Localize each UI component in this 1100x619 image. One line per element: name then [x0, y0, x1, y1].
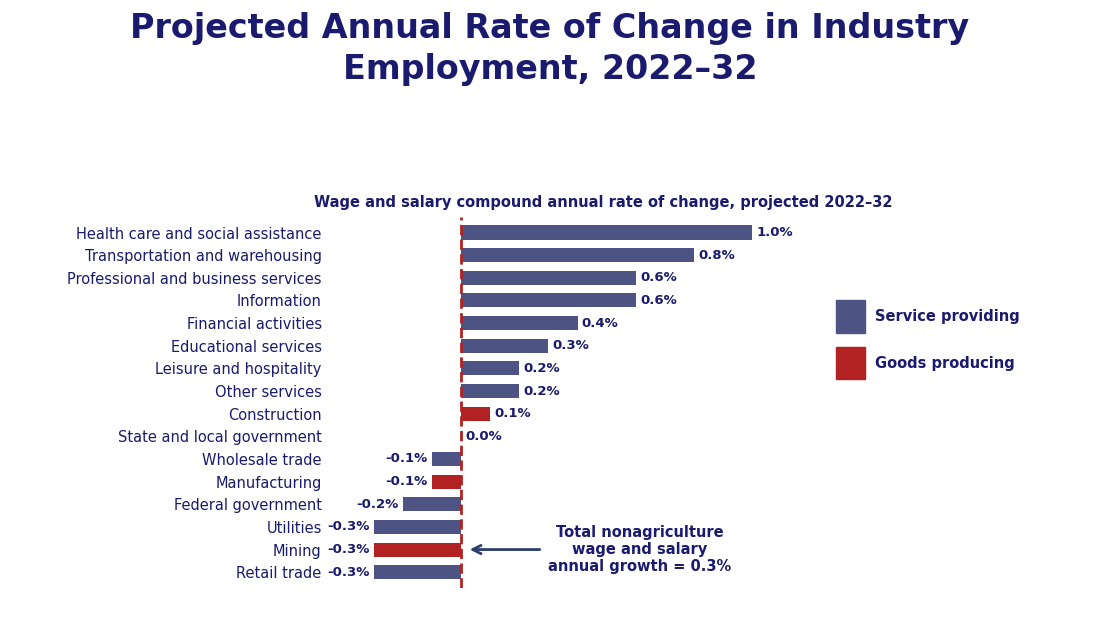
Bar [374, 542, 461, 556]
Text: -0.1%: -0.1% [385, 452, 428, 465]
Text: 0.0%: 0.0% [465, 430, 502, 443]
Bar [461, 316, 578, 330]
Bar [374, 565, 461, 579]
Bar [461, 339, 549, 353]
Text: -0.3%: -0.3% [327, 543, 370, 556]
Text: Goods producing: Goods producing [874, 356, 1014, 371]
Text: -0.1%: -0.1% [385, 475, 428, 488]
Bar [374, 520, 461, 534]
Text: 0.8%: 0.8% [698, 249, 735, 262]
Bar [461, 407, 491, 421]
Bar [836, 347, 865, 379]
Text: 0.1%: 0.1% [495, 407, 531, 420]
Bar [836, 300, 865, 332]
Text: -0.2%: -0.2% [356, 498, 398, 511]
Bar [432, 452, 461, 466]
Text: Total nonagriculture
wage and salary
annual growth = 0.3%: Total nonagriculture wage and salary ann… [549, 525, 732, 574]
Bar [461, 225, 752, 240]
Bar [403, 497, 461, 511]
Text: -0.3%: -0.3% [327, 566, 370, 579]
Bar [461, 361, 519, 375]
Bar [432, 475, 461, 488]
Bar [461, 293, 636, 308]
Bar [461, 384, 519, 398]
Text: Projected Annual Rate of Change in Industry
Employment, 2022–32: Projected Annual Rate of Change in Indus… [131, 12, 969, 86]
Bar [461, 271, 636, 285]
Text: 0.3%: 0.3% [552, 339, 590, 352]
Text: Wage and salary compound annual rate of change, projected 2022–32: Wage and salary compound annual rate of … [314, 195, 892, 210]
Text: 0.2%: 0.2% [524, 384, 560, 397]
Text: 1.0%: 1.0% [757, 226, 793, 239]
Bar [461, 248, 694, 262]
Text: 0.6%: 0.6% [640, 294, 676, 307]
Text: 0.2%: 0.2% [524, 362, 560, 375]
Text: 0.6%: 0.6% [640, 271, 676, 284]
Text: Service providing: Service providing [874, 310, 1020, 324]
Text: -0.3%: -0.3% [327, 521, 370, 534]
Text: 0.4%: 0.4% [582, 316, 618, 329]
